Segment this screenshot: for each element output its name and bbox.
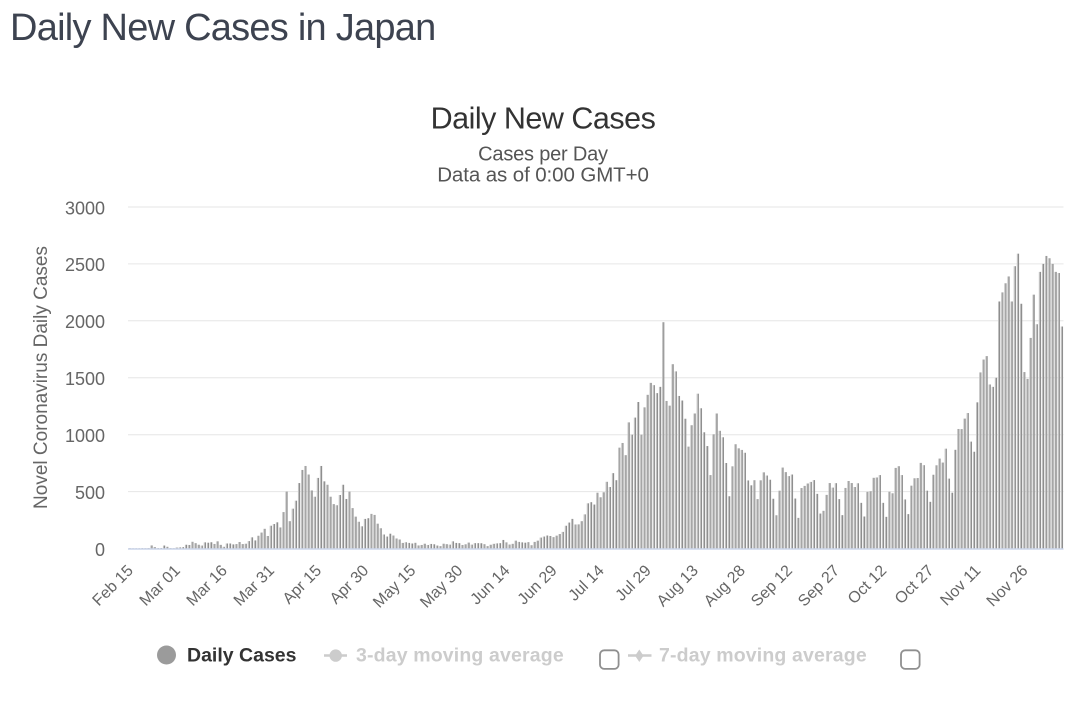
svg-text:May 15: May 15: [370, 562, 419, 611]
svg-text:0: 0: [95, 540, 105, 560]
svg-text:Daily Cases: Daily Cases: [187, 645, 297, 667]
svg-text:1500: 1500: [65, 369, 105, 389]
svg-text:7-day moving average: 7-day moving average: [659, 645, 867, 667]
svg-text:Sep 27: Sep 27: [795, 562, 843, 610]
svg-text:Feb 15: Feb 15: [90, 562, 137, 609]
svg-text:May 30: May 30: [417, 562, 466, 611]
svg-text:Data as of 0:00 GMT+0: Data as of 0:00 GMT+0: [437, 164, 649, 187]
svg-text:3000: 3000: [65, 198, 105, 218]
svg-text:Oct 12: Oct 12: [845, 562, 890, 607]
svg-text:3-day moving average: 3-day moving average: [356, 645, 564, 667]
svg-text:Aug 13: Aug 13: [654, 562, 702, 610]
svg-text:Mar 31: Mar 31: [231, 562, 278, 609]
svg-text:Jun 29: Jun 29: [515, 562, 561, 608]
svg-text:Jun 14: Jun 14: [468, 562, 514, 608]
svg-text:Cases per Day: Cases per Day: [478, 144, 608, 166]
svg-text:Nov 26: Nov 26: [984, 562, 1032, 610]
svg-text:Apr 15: Apr 15: [280, 562, 325, 607]
svg-text:Nov 11: Nov 11: [937, 562, 984, 609]
svg-text:Mar 01: Mar 01: [137, 562, 184, 609]
svg-text:Oct 27: Oct 27: [892, 562, 937, 607]
svg-text:500: 500: [75, 483, 105, 503]
svg-text:Sep 12: Sep 12: [748, 562, 796, 610]
svg-text:Jul 14: Jul 14: [566, 562, 608, 604]
svg-text:Jul 29: Jul 29: [613, 562, 655, 604]
svg-text:Apr 30: Apr 30: [327, 562, 372, 607]
svg-text:Mar 16: Mar 16: [184, 562, 231, 609]
svg-text:Novel Coronavirus Daily Cases: Novel Coronavirus Daily Cases: [31, 246, 52, 509]
svg-text:Aug 28: Aug 28: [701, 562, 749, 610]
svg-text:2500: 2500: [65, 255, 105, 275]
svg-text:1000: 1000: [65, 426, 105, 446]
svg-text:2000: 2000: [65, 312, 105, 332]
svg-text:Daily New Cases: Daily New Cases: [431, 102, 656, 136]
